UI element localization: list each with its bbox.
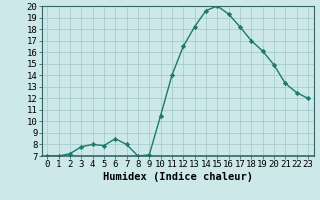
X-axis label: Humidex (Indice chaleur): Humidex (Indice chaleur)	[103, 172, 252, 182]
